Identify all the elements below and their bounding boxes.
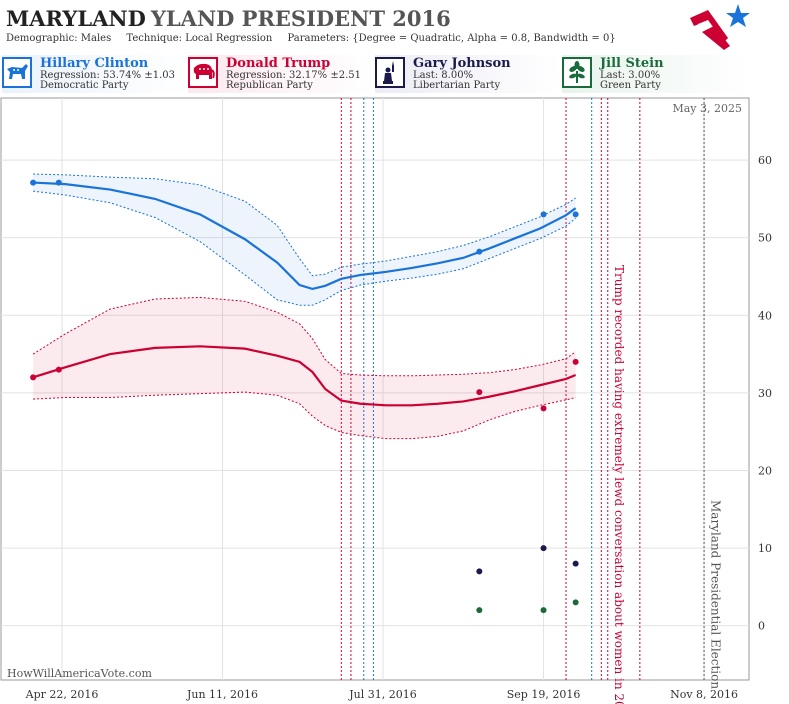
parameters-label: Parameters: {Degree = Quadratic, Alpha =… [287,33,616,44]
poll-point [572,211,579,218]
candidate-stat: Regression: 53.74% ±1.03 [40,70,175,81]
green-plant-icon [562,57,592,88]
y-tick-label: 60 [758,154,772,167]
candidate-name: Gary Johnson [413,56,511,71]
trend-line [33,181,577,291]
date-stamp: May 3, 2025 [672,102,742,115]
y-tick-label: 40 [758,309,772,322]
poll-chart: 0 10 20 30 40 50 60 Apr 22, 2016 Jun 11, 2016 Jul… [0,97,772,704]
poll-point [55,366,62,373]
confidence-band [33,174,576,306]
watermark: HowWillAmericaVote.com [7,667,152,680]
poll-point [55,179,62,186]
poll-point [540,607,547,614]
site-logo-icon [690,4,750,50]
y-tick-label: 0 [758,620,765,633]
poll-point [540,211,547,218]
poll-point [540,405,547,412]
title-state: MARYLAND [6,6,146,31]
candidate-party: Green Party [600,80,661,91]
poll-point [476,248,483,255]
x-tick-label: Jun 11, 2016 [186,688,258,701]
candidate-party: Republican Party [226,80,313,91]
y-tick-label: 10 [758,542,772,555]
demographic-label: Demographic: Males [6,33,112,44]
event-annotation: Trump recorded having extremely lewd con… [612,265,626,704]
candidate-card-stein: Jill Stein Last: 3.00% Green Party [562,55,748,93]
parameters-line: Demographic: Males Technique: Local Regr… [6,33,628,44]
candidate-legend: Hillary Clinton Regression: 53.74% ±1.03… [0,55,789,95]
poll-point [572,358,579,365]
candidate-stat: Regression: 32.17% ±2.51 [226,70,361,81]
chart-title: MARYLAND YLAND PRESIDENT 2016 [6,6,451,31]
title-rest: YLAND PRESIDENT 2016 [150,6,451,31]
poll-point [540,545,547,552]
x-tick-label: Apr 22, 2016 [25,688,99,701]
candidate-party: Democratic Party [40,80,129,91]
poll-point [572,560,579,567]
candidate-stat: Last: 3.00% [600,70,661,81]
technique-label: Technique: Local Regression [126,33,273,44]
poll-point [30,179,37,186]
candidate-stat: Last: 8.00% [413,70,474,81]
candidate-card-trump: Donald Trump Regression: 32.17% ±2.51 Re… [188,55,374,93]
x-tick-label: Sep 19, 2016 [507,688,581,701]
x-tick-label: Jul 31, 2016 [348,688,417,701]
candidate-party: Libertarian Party [413,80,501,91]
x-tick-label: Nov 8, 2016 [670,688,738,701]
event-annotation: Maryland Presidential Election [708,500,722,689]
poll-point [476,568,483,575]
poll-point [476,389,483,396]
upper-bound-line [33,173,576,277]
lower-bound-line [33,391,576,440]
candidate-card-johnson: Gary Johnson Last: 8.00% Libertarian Par… [375,55,561,93]
poll-point [476,607,483,614]
trend-line [32,345,577,407]
poll-point [30,374,37,381]
plot-area [0,97,750,681]
candidate-card-clinton: Hillary Clinton Regression: 53.74% ±1.03… [2,55,188,93]
donkey-icon [2,57,32,88]
lower-bound-line [33,190,576,306]
y-tick-label: 50 [758,232,772,245]
poll-point [572,599,579,606]
y-tick-label: 30 [758,387,772,400]
candidate-name: Hillary Clinton [40,56,149,71]
candidate-name: Jill Stein [600,56,664,71]
statue-of-liberty-icon [375,57,405,88]
candidate-name: Donald Trump [226,56,331,71]
y-tick-label: 20 [758,464,772,477]
elephant-icon [188,57,218,88]
